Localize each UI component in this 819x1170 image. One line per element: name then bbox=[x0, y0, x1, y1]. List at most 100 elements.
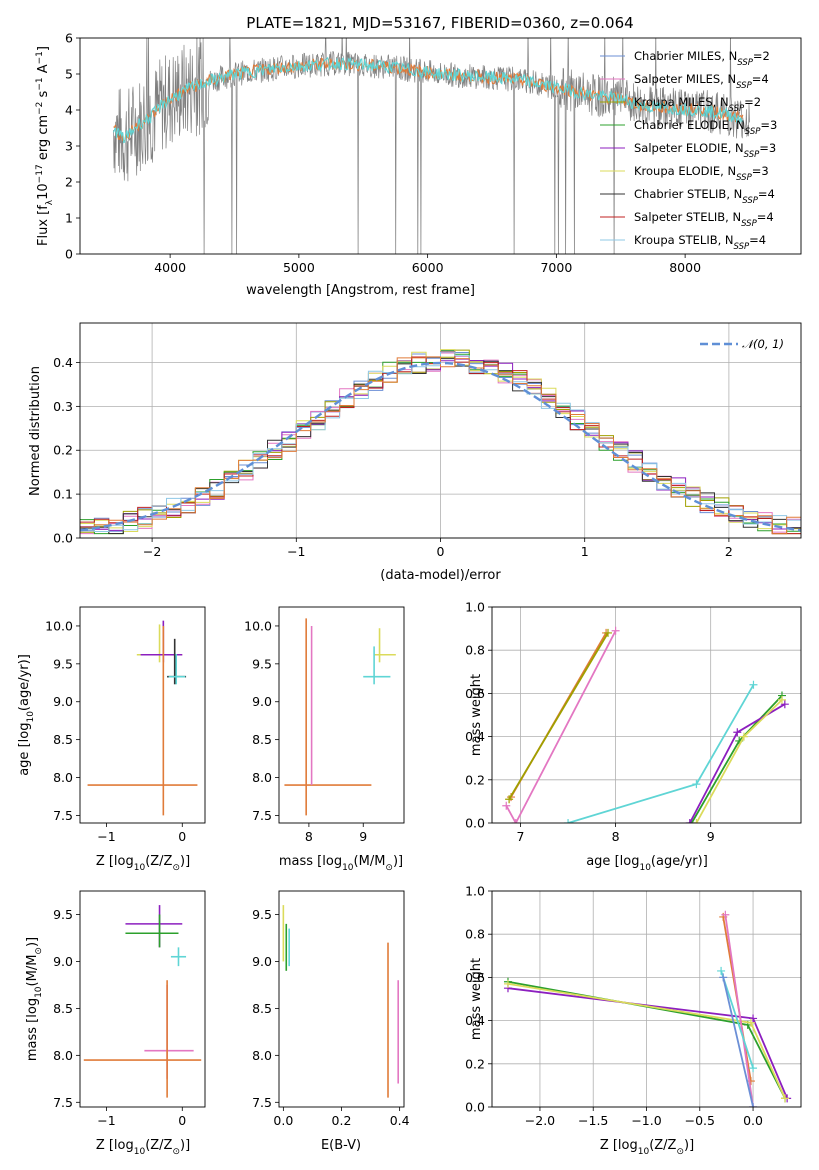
y-axis-label-part: −1 bbox=[35, 51, 45, 64]
y-axis-label-part: 10 bbox=[26, 711, 36, 723]
x-tick-label: −1.0 bbox=[631, 1113, 661, 1128]
legend-label-sub: SSP bbox=[736, 173, 752, 183]
weight-point-marker bbox=[503, 979, 512, 988]
legend-label-tail: =4 bbox=[757, 210, 774, 224]
weight-point-marker bbox=[564, 819, 573, 823]
legend-label-text: Salpeter ELODIE, N bbox=[634, 141, 744, 155]
legend-label-tail: =4 bbox=[758, 187, 775, 201]
legend-label-tail: =3 bbox=[759, 141, 776, 155]
legend-label: Chabrier MILES, NSSP=2 bbox=[634, 49, 770, 68]
y-axis-label-part: (age/yr)] bbox=[17, 654, 32, 711]
spectrum-panel: 4000 5000 6000 7000 8000 0 1 2 3 4 5 6 wavelength [A… bbox=[35, 31, 802, 298]
axes-frame bbox=[278, 890, 405, 1108]
x-tick-label: 0.2 bbox=[332, 1113, 352, 1128]
weight-series-line bbox=[720, 970, 754, 1069]
y-tick-label: 9.0 bbox=[53, 954, 73, 969]
y-axis-label-part: λ bbox=[45, 199, 55, 205]
y-axis-label-part: ⊙ bbox=[34, 947, 44, 955]
legend-label-sub: SSP bbox=[742, 196, 758, 206]
y-axis-label: mass weight bbox=[469, 674, 484, 756]
x-tick-label: −1 bbox=[97, 829, 115, 844]
x-axis-label-part: ⊙ bbox=[676, 1147, 684, 1157]
weight-point-marker bbox=[603, 628, 612, 637]
x-tick-label: −2.0 bbox=[525, 1113, 555, 1128]
weight-point-marker bbox=[746, 1018, 755, 1027]
x-tick-label: 8 bbox=[612, 829, 620, 844]
errorbars bbox=[83, 905, 202, 1098]
weight-point-marker bbox=[749, 1064, 758, 1073]
legend-label-sub: SSP bbox=[729, 104, 745, 114]
y-axis-label: mass weight bbox=[469, 958, 484, 1040]
x-tick-label: 9 bbox=[359, 829, 367, 844]
x-tick-label: 1 bbox=[581, 544, 589, 559]
x-axis-label-part: 10 bbox=[638, 1147, 650, 1157]
x-axis-label-part: Z [log bbox=[96, 1138, 134, 1153]
legend-label-sub: SSP bbox=[736, 81, 752, 91]
weight-point-marker bbox=[611, 626, 620, 635]
weight-point-marker bbox=[511, 819, 520, 823]
x-axis-label: Z [log10(Z/Z⊙)] bbox=[96, 854, 190, 873]
legend: Chabrier MILES, NSSP=2 Salpeter MILES, NS… bbox=[600, 49, 777, 252]
legend-label-tail: =4 bbox=[749, 233, 766, 247]
weight-point-marker bbox=[502, 801, 511, 810]
spectrum-lines bbox=[112, 38, 750, 254]
y-tick-label: 1 bbox=[65, 211, 73, 226]
y-axis-label-part: erg cm bbox=[36, 115, 51, 164]
y-tick-label: 9.0 bbox=[252, 954, 272, 969]
legend-label: Salpeter MILES, NSSP=4 bbox=[634, 72, 769, 91]
weight-series-line bbox=[724, 914, 754, 1107]
legend-label: Chabrier ELODIE, NSSP=3 bbox=[634, 118, 777, 137]
normal-curve bbox=[80, 361, 801, 532]
y-tick-label: 3 bbox=[65, 139, 73, 154]
y-tick-label: 4 bbox=[65, 103, 73, 118]
y-axis-label-part: 10 bbox=[34, 986, 44, 998]
x-axis-label: (data-model)/error bbox=[380, 568, 501, 583]
x-tick-label: 5000 bbox=[283, 260, 315, 275]
x-axis-label: mass [log10(M/M⊙)] bbox=[279, 854, 403, 873]
errorbars bbox=[282, 905, 399, 1098]
x-axis-label-part: (Z/Z bbox=[145, 854, 172, 869]
y-axis-label-part: (M/M bbox=[25, 955, 40, 987]
x-tick-label: 2 bbox=[725, 544, 733, 559]
errorbars bbox=[87, 620, 198, 816]
legend-label-text: Salpeter STELIB, N bbox=[634, 210, 741, 224]
x-axis-label: E(B-V) bbox=[321, 1138, 361, 1153]
y-tick-label: 10.0 bbox=[244, 618, 272, 633]
x-axis-label-part: (Z/Z bbox=[145, 1138, 172, 1153]
x-axis-label: Z [log10(Z/Z⊙)] bbox=[96, 1138, 190, 1157]
x-tick-label: 4000 bbox=[154, 260, 186, 275]
y-axis-label-part: ] bbox=[36, 46, 51, 51]
y-tick-label: 0.8 bbox=[465, 643, 485, 658]
y-tick-label: 6 bbox=[65, 31, 73, 46]
legend-label: Kroupa MILES, NSSP=2 bbox=[634, 95, 761, 114]
weight-point-marker bbox=[746, 1077, 755, 1086]
x-axis-label-part: 10 bbox=[134, 1147, 146, 1157]
y-axis-label: age [log10(age/yr)] bbox=[17, 654, 36, 776]
y-tick-label: 8.5 bbox=[252, 1001, 272, 1016]
x-axis-label-part: ⊙ bbox=[172, 863, 180, 873]
legend-label-tail: =2 bbox=[744, 95, 761, 109]
y-tick-label: 8.0 bbox=[53, 1048, 73, 1063]
y-tick-label: 10.0 bbox=[45, 618, 73, 633]
weight-point-marker bbox=[733, 728, 742, 737]
weight-point-marker bbox=[692, 819, 701, 823]
x-tick-label: −2 bbox=[143, 544, 161, 559]
weight-point-marker bbox=[781, 1094, 790, 1103]
y-tick-label: 0.0 bbox=[465, 1100, 485, 1115]
y-axis-label-part: age [log bbox=[17, 723, 32, 776]
y-tick-label: 7.5 bbox=[53, 1095, 73, 1110]
figure-title: PLATE=1821, MJD=53167, FIBERID=0360, z=0… bbox=[246, 14, 633, 32]
x-tick-label: 0 bbox=[178, 1113, 186, 1128]
legend-label: Salpeter ELODIE, NSSP=3 bbox=[634, 141, 776, 160]
x-tick-label: 7000 bbox=[540, 260, 572, 275]
y-tick-label: 9.0 bbox=[252, 694, 272, 709]
y-tick-label: 9.5 bbox=[53, 907, 73, 922]
x-tick-label: 6000 bbox=[412, 260, 444, 275]
weight-point-marker bbox=[749, 680, 758, 689]
y-tick-label: 9.5 bbox=[53, 656, 73, 671]
errorbars bbox=[284, 618, 396, 816]
x-axis-label-part: 10 bbox=[342, 863, 354, 873]
legend-label-sub: SSP bbox=[734, 242, 750, 252]
y-tick-label: 0.0 bbox=[53, 531, 73, 546]
legend-label-tail: =3 bbox=[752, 164, 769, 178]
